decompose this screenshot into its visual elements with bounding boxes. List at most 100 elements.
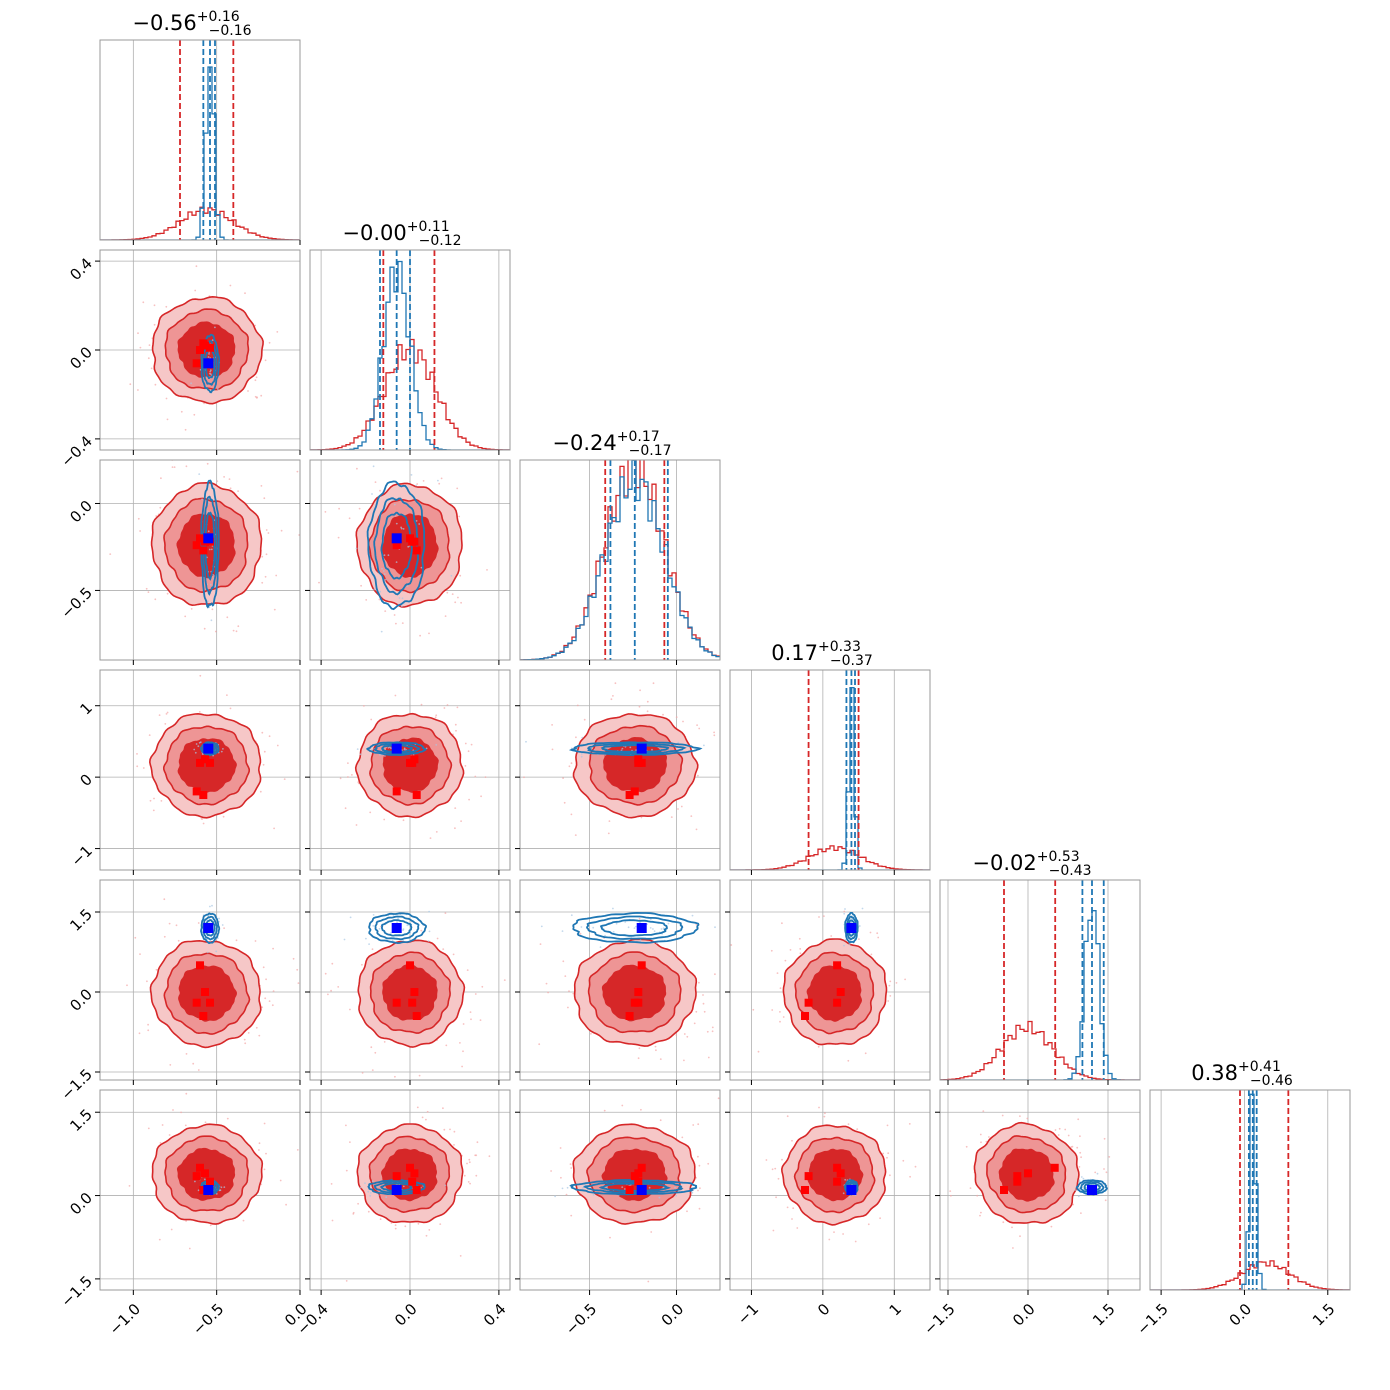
- title-1: −0.00+0.11 −0.12: [342, 219, 461, 249]
- blue-marker-3-0: [203, 743, 214, 754]
- red-marker-4-1-4: [408, 998, 417, 1007]
- red-marker-5-1-2: [392, 1172, 401, 1181]
- title-2: −0.24+0.17 −0.17: [552, 429, 671, 459]
- red-marker-3-1-3: [412, 791, 421, 799]
- red-marker-5-1-0: [406, 1163, 414, 1172]
- red-marker-4-1-0: [406, 961, 414, 970]
- scatter-panel-3-2: [515, 669, 721, 875]
- y-tick-label-2-0: −0.5: [58, 584, 96, 622]
- title-median-4: −0.02: [972, 851, 1036, 875]
- red-marker-1-0-4: [206, 343, 214, 352]
- red-marker-3-0-0: [196, 758, 204, 767]
- panel-frame-5-2: [519, 1089, 721, 1291]
- red-marker-3-2-4: [634, 758, 643, 767]
- hist-blue-5: [1150, 1093, 1350, 1290]
- scatter-panel-3-0: −1 0 1: [68, 669, 301, 875]
- red-marker-2-1-4: [408, 537, 417, 546]
- panel-frame-4-3: [729, 879, 931, 1081]
- blue-marker-3-1: [391, 743, 402, 754]
- title-5: 0.38+0.41 −0.46: [1191, 1059, 1293, 1089]
- panel-frame-5-4: [939, 1089, 1141, 1291]
- panel-frame-2-2: [519, 459, 721, 661]
- scatter-panel-2-1: [305, 459, 511, 665]
- blue-marker-4-1: [391, 923, 402, 933]
- red-marker-5-3-1: [836, 1169, 845, 1178]
- hist-blue-1: [310, 260, 510, 450]
- y-tick-label-5-1: 0.0: [66, 1189, 96, 1219]
- title-plus-0: +0.16: [197, 9, 240, 25]
- red-marker-1-0-0: [196, 346, 204, 354]
- title-median-1: −0.00: [342, 221, 406, 245]
- x-tick-label-5-0: −1.5: [1133, 1300, 1171, 1338]
- hist-panel-3: 0.17+0.33 −0.37: [729, 639, 931, 875]
- title-minus-2: −0.17: [629, 443, 672, 459]
- red-marker-4-1-2: [392, 998, 401, 1007]
- scatter-panel-5-2: −0.5 0.0: [515, 1089, 721, 1339]
- x-tick-label-1-2: 0.4: [480, 1300, 510, 1330]
- contour-blue-4-1-1: [374, 915, 420, 941]
- hist-blue-2: [520, 460, 720, 660]
- panel-frame-3-0: [99, 669, 301, 871]
- contour-red-inner-4-2: [601, 964, 667, 1022]
- red-marker-3-2-3: [625, 791, 634, 799]
- red-marker-5-0-2: [192, 1172, 201, 1181]
- contour-red-inner-4-3: [806, 965, 863, 1022]
- y-tick-label-1-0: −0.4: [58, 432, 96, 470]
- panel-frame-3-2: [519, 669, 721, 871]
- red-marker-3-1-4: [408, 758, 417, 767]
- red-marker-4-2-1: [634, 988, 643, 996]
- panel-frame-4-4: [939, 879, 1141, 1081]
- panel-frame-0-0: [99, 39, 301, 241]
- panel-frame-5-5: [1149, 1089, 1351, 1291]
- red-marker-5-4-0: [1050, 1163, 1059, 1172]
- red-marker-3-2-2: [630, 787, 639, 796]
- hist-blue-0: [100, 66, 300, 240]
- y-tick-label-1-1: 0.0: [66, 343, 96, 373]
- red-marker-4-3-4: [833, 998, 842, 1007]
- hist-panel-5: −1.5 0.0 1.5 0.38+0.41 −0.46: [1133, 1059, 1351, 1339]
- red-marker-5-3-0: [833, 1163, 842, 1172]
- red-marker-5-4-1: [1024, 1169, 1032, 1178]
- scatter-panel-3-1: [305, 669, 511, 875]
- red-marker-2-1-3: [412, 546, 421, 555]
- x-tick-label-5-1: 0.0: [1226, 1300, 1256, 1330]
- x-tick-label-3-0: −1: [734, 1300, 762, 1328]
- x-tick-label-2-0: −0.5: [562, 1300, 600, 1338]
- blue-marker-5-0: [203, 1185, 214, 1195]
- hist-panel-1: −0.00+0.11 −0.12: [309, 219, 511, 455]
- red-marker-5-2-4: [634, 1177, 643, 1186]
- hist-panel-2: −0.24+0.17 −0.17: [519, 429, 721, 665]
- x-tick-label-3-1: 0: [814, 1300, 833, 1319]
- blue-marker-4-2: [636, 923, 647, 933]
- scatter-panel-5-4: −1.5 0.0 1.5: [920, 1089, 1141, 1339]
- title-4: −0.02+0.53 −0.43: [972, 849, 1091, 879]
- title-plus-2: +0.17: [617, 429, 660, 445]
- panel-frame-5-3: [729, 1089, 931, 1291]
- red-marker-4-3-2: [804, 998, 813, 1007]
- y-tick-label-2-1: 0.0: [66, 497, 96, 527]
- contour-blue-5-4-0: [1075, 1179, 1108, 1196]
- x-tick-label-0-1: −0.5: [189, 1300, 227, 1338]
- scatter-panel-5-3: −1 0 1: [725, 1089, 931, 1328]
- x-tick-label-1-1: 0.0: [391, 1300, 421, 1330]
- scatter-panel-4-1: [305, 879, 511, 1085]
- scatter-panel-4-2: [515, 879, 721, 1085]
- scatter-panel-2-0: −0.5 0.0: [58, 459, 301, 665]
- red-marker-5-4-2: [1013, 1172, 1022, 1181]
- contour-blue-2-1-1: [373, 497, 419, 596]
- hist-red-4: [940, 1020, 1140, 1080]
- y-tick-label-4-0: −1.5: [58, 1065, 96, 1103]
- hist-blue-3: [730, 686, 930, 870]
- red-marker-4-1-3: [412, 1012, 421, 1020]
- contour-blue-4-0-0: [200, 912, 221, 945]
- red-marker-5-4-3: [1000, 1186, 1008, 1194]
- contour-blue-4-2-0: [572, 911, 700, 944]
- contour-blue-3-0-0: [199, 741, 220, 756]
- y-tick-label-5-2: 1.5: [66, 1106, 96, 1136]
- blue-marker-4-0: [203, 923, 214, 933]
- x-tick-label-2-1: 0.0: [658, 1300, 688, 1330]
- red-marker-2-0-0: [196, 534, 204, 543]
- x-tick-label-3-2: 1: [886, 1300, 905, 1319]
- hist-red-5: [1150, 1260, 1350, 1290]
